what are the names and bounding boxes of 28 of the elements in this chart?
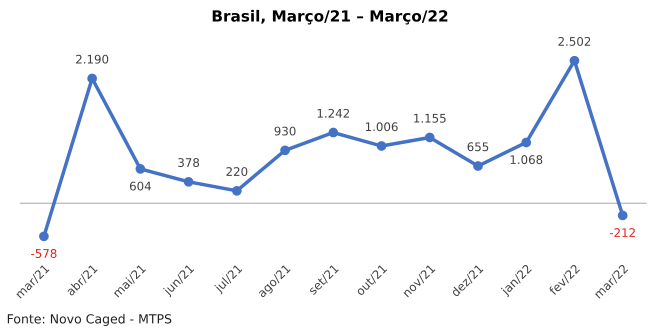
data-label: 930 — [274, 126, 296, 136]
data-label: 655 — [468, 142, 488, 152]
point — [473, 161, 483, 171]
data-label: 1.068 — [510, 155, 542, 164]
point — [521, 138, 532, 148]
point — [570, 56, 580, 66]
point — [184, 176, 194, 187]
data-label: -578 — [31, 249, 57, 258]
point — [87, 74, 98, 84]
data-label: 2.190 — [76, 54, 108, 64]
data-label: 378 — [178, 158, 200, 168]
point — [39, 231, 49, 242]
point — [136, 164, 146, 174]
point — [280, 145, 290, 156]
point — [328, 128, 338, 138]
data-label: 1.242 — [318, 108, 350, 118]
source-note: Fonte: Novo Caged - MTPS — [8, 314, 172, 326]
point — [424, 132, 435, 142]
data-label: 220 — [226, 167, 248, 176]
data-label: 2.502 — [558, 36, 590, 46]
point — [618, 210, 628, 220]
data-label: 1.006 — [366, 122, 398, 132]
data-label: -212 — [610, 228, 635, 237]
point — [232, 186, 242, 196]
point — [376, 141, 386, 151]
data-label: 604 — [130, 182, 151, 191]
chart-title: Brasil, Março/21 – Março/22 — [212, 10, 448, 24]
data-label: 1.155 — [414, 114, 446, 123]
